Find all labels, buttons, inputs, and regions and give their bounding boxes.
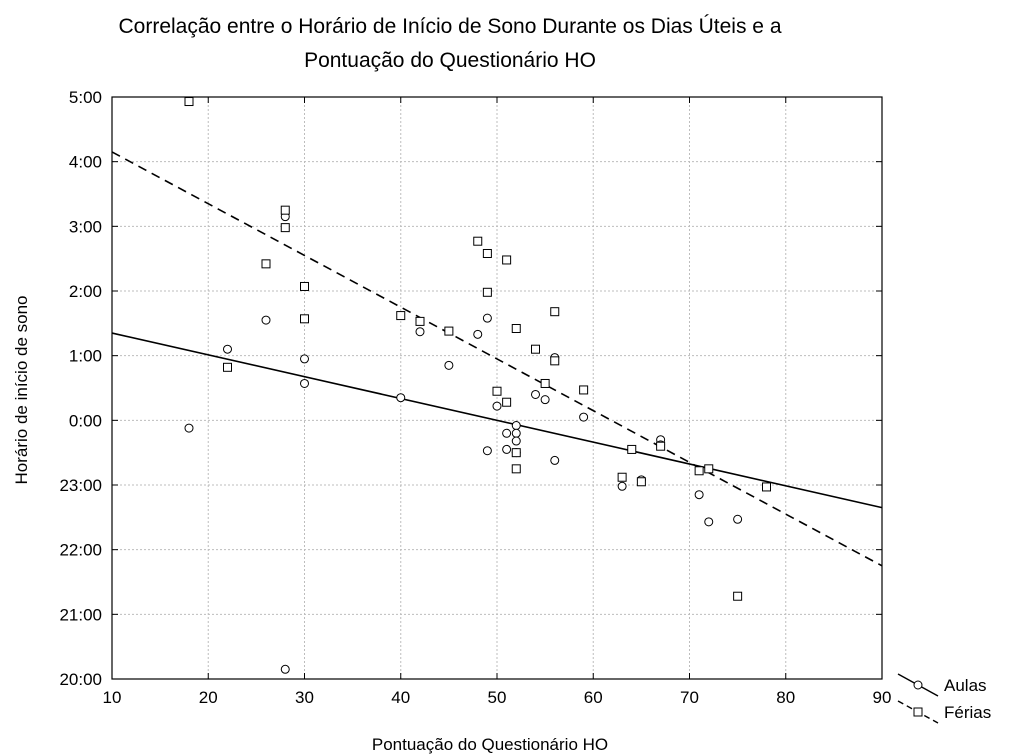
y-tick-label: 1:00 xyxy=(69,347,102,366)
y-tick-label: 21:00 xyxy=(59,605,102,624)
point-circle xyxy=(396,393,406,403)
grid-layer xyxy=(112,97,882,679)
chart-title-line-1: Correlação entre o Horário de Início de … xyxy=(118,15,781,38)
point-circle xyxy=(300,354,309,364)
point-square xyxy=(502,397,512,407)
y-tick-label: 5:00 xyxy=(69,88,102,107)
y-ticks: 20:00 21:00 22:00 23:00 0:00 1:00 2:00 3:00 4:00… xyxy=(59,88,882,689)
point-circle xyxy=(511,436,521,446)
point-square xyxy=(531,344,540,354)
point-circle xyxy=(733,514,743,524)
point-square xyxy=(733,591,743,601)
y-tick-label: 23:00 xyxy=(59,476,102,495)
point-square xyxy=(511,448,521,458)
point-square xyxy=(550,356,560,366)
point-square xyxy=(704,464,714,474)
point-circle xyxy=(261,315,271,325)
point-circle xyxy=(280,664,290,674)
legend: Aulas Férias xyxy=(897,673,991,724)
y-tick-label: 22:00 xyxy=(59,541,102,560)
point-circle xyxy=(223,344,232,354)
point-square xyxy=(550,307,560,317)
point-square xyxy=(511,464,521,474)
point-square xyxy=(617,472,627,482)
point-circle xyxy=(617,481,627,491)
x-tick-label: 70 xyxy=(680,688,699,707)
point-square xyxy=(502,255,512,265)
point-square xyxy=(540,378,550,388)
point-square xyxy=(444,326,454,336)
point-circle xyxy=(502,444,512,454)
chart-title-line-2: Pontuação do Questionário HO xyxy=(304,49,596,72)
legend-marker-square xyxy=(913,707,923,717)
fit-lines-layer xyxy=(111,151,883,567)
fit-line-square xyxy=(111,151,883,567)
point-square xyxy=(694,466,704,476)
point-circle xyxy=(502,428,512,438)
point-circle xyxy=(550,455,560,465)
point-circle xyxy=(511,428,521,438)
point-square xyxy=(656,441,666,451)
point-square xyxy=(280,223,290,233)
point-circle xyxy=(579,412,589,422)
y-tick-label: 4:00 xyxy=(69,153,102,172)
point-square xyxy=(511,324,521,334)
point-square xyxy=(280,205,290,215)
point-square xyxy=(396,311,406,321)
point-circle xyxy=(511,421,521,431)
points-layer xyxy=(184,97,771,674)
point-circle xyxy=(540,395,550,405)
point-square xyxy=(482,248,492,258)
x-tick-label: 20 xyxy=(199,688,218,707)
x-tick-label: 60 xyxy=(584,688,603,707)
point-square xyxy=(184,97,194,107)
legend-marker-circle xyxy=(913,680,923,690)
point-square xyxy=(636,477,646,487)
point-square xyxy=(492,386,502,396)
point-square xyxy=(627,444,637,454)
y-tick-label: 2:00 xyxy=(69,282,102,301)
x-tick-label: 50 xyxy=(488,688,507,707)
point-circle xyxy=(415,327,425,337)
x-tick-label: 10 xyxy=(103,688,122,707)
point-circle xyxy=(492,401,502,411)
point-circle xyxy=(473,329,483,339)
point-square xyxy=(300,314,309,324)
point-square xyxy=(473,236,483,246)
point-circle xyxy=(184,423,194,433)
y-tick-label: 20:00 xyxy=(59,670,102,689)
x-tick-label: 80 xyxy=(776,688,795,707)
legend-label: Férias xyxy=(944,703,991,722)
x-tick-label: 90 xyxy=(873,688,892,707)
x-axis-label: Pontuação do Questionário HO xyxy=(372,735,608,754)
point-square xyxy=(762,482,771,492)
x-tick-label: 40 xyxy=(391,688,410,707)
point-square xyxy=(261,259,271,269)
y-tick-label: 3:00 xyxy=(69,217,102,236)
point-circle xyxy=(482,446,492,456)
x-ticks: 10 20 30 40 50 60 70 80 90 xyxy=(103,97,892,707)
point-square xyxy=(300,281,309,291)
point-circle xyxy=(482,313,492,323)
y-axis-label: Horário de início de sono xyxy=(12,295,31,484)
point-circle xyxy=(300,378,309,388)
y-tick-label: 0:00 xyxy=(69,411,102,430)
point-square xyxy=(579,385,589,395)
x-tick-label: 30 xyxy=(295,688,314,707)
point-circle xyxy=(694,490,704,500)
point-square xyxy=(482,287,492,297)
point-square xyxy=(223,362,232,372)
point-square xyxy=(415,316,425,326)
point-circle xyxy=(444,360,454,370)
point-circle xyxy=(704,517,714,527)
fit-line-circle xyxy=(111,332,883,509)
legend-label: Aulas xyxy=(944,676,987,695)
point-circle xyxy=(531,389,540,399)
